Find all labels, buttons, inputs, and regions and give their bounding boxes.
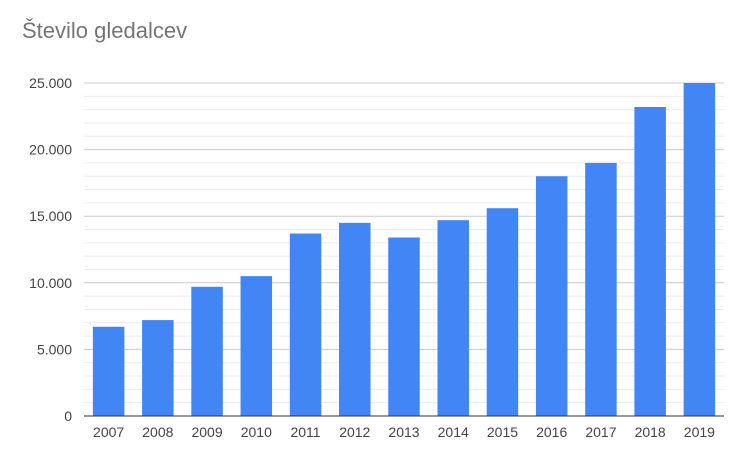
y-tick-label: 15.000 bbox=[29, 208, 72, 224]
x-tick-label: 2011 bbox=[290, 424, 320, 440]
bar bbox=[486, 208, 519, 416]
x-tick-label: 2016 bbox=[536, 424, 567, 440]
bar bbox=[92, 326, 125, 416]
x-tick-label: 2008 bbox=[142, 424, 173, 440]
x-tick-label: 2014 bbox=[438, 424, 469, 440]
x-tick-label: 2018 bbox=[635, 424, 666, 440]
bar bbox=[289, 233, 322, 416]
y-tick-label: 5.000 bbox=[37, 341, 72, 357]
bar bbox=[634, 106, 666, 416]
x-tick-label: 2009 bbox=[191, 424, 222, 440]
chart-title: Število gledalcev bbox=[22, 18, 188, 43]
x-tick-label: 2012 bbox=[339, 424, 370, 440]
bar bbox=[339, 222, 371, 416]
bar bbox=[142, 320, 174, 416]
x-tick-label: 2013 bbox=[388, 424, 419, 440]
x-tick-label: 2019 bbox=[684, 424, 715, 440]
x-tick-label: 2007 bbox=[93, 424, 124, 440]
bar bbox=[240, 276, 273, 416]
x-tick-label: 2010 bbox=[241, 424, 272, 440]
bar bbox=[191, 286, 223, 416]
bar bbox=[535, 176, 568, 416]
bar bbox=[437, 220, 469, 416]
bar bbox=[683, 83, 716, 416]
y-tick-label: 10.000 bbox=[29, 275, 72, 291]
bar bbox=[585, 162, 617, 416]
y-tick-label: 20.000 bbox=[29, 142, 72, 158]
y-tick-label: 25.000 bbox=[29, 75, 72, 91]
x-tick-label: 2017 bbox=[585, 424, 616, 440]
y-tick-label: 0 bbox=[64, 408, 72, 424]
bar bbox=[388, 237, 420, 416]
x-tick-label: 2015 bbox=[487, 424, 518, 440]
